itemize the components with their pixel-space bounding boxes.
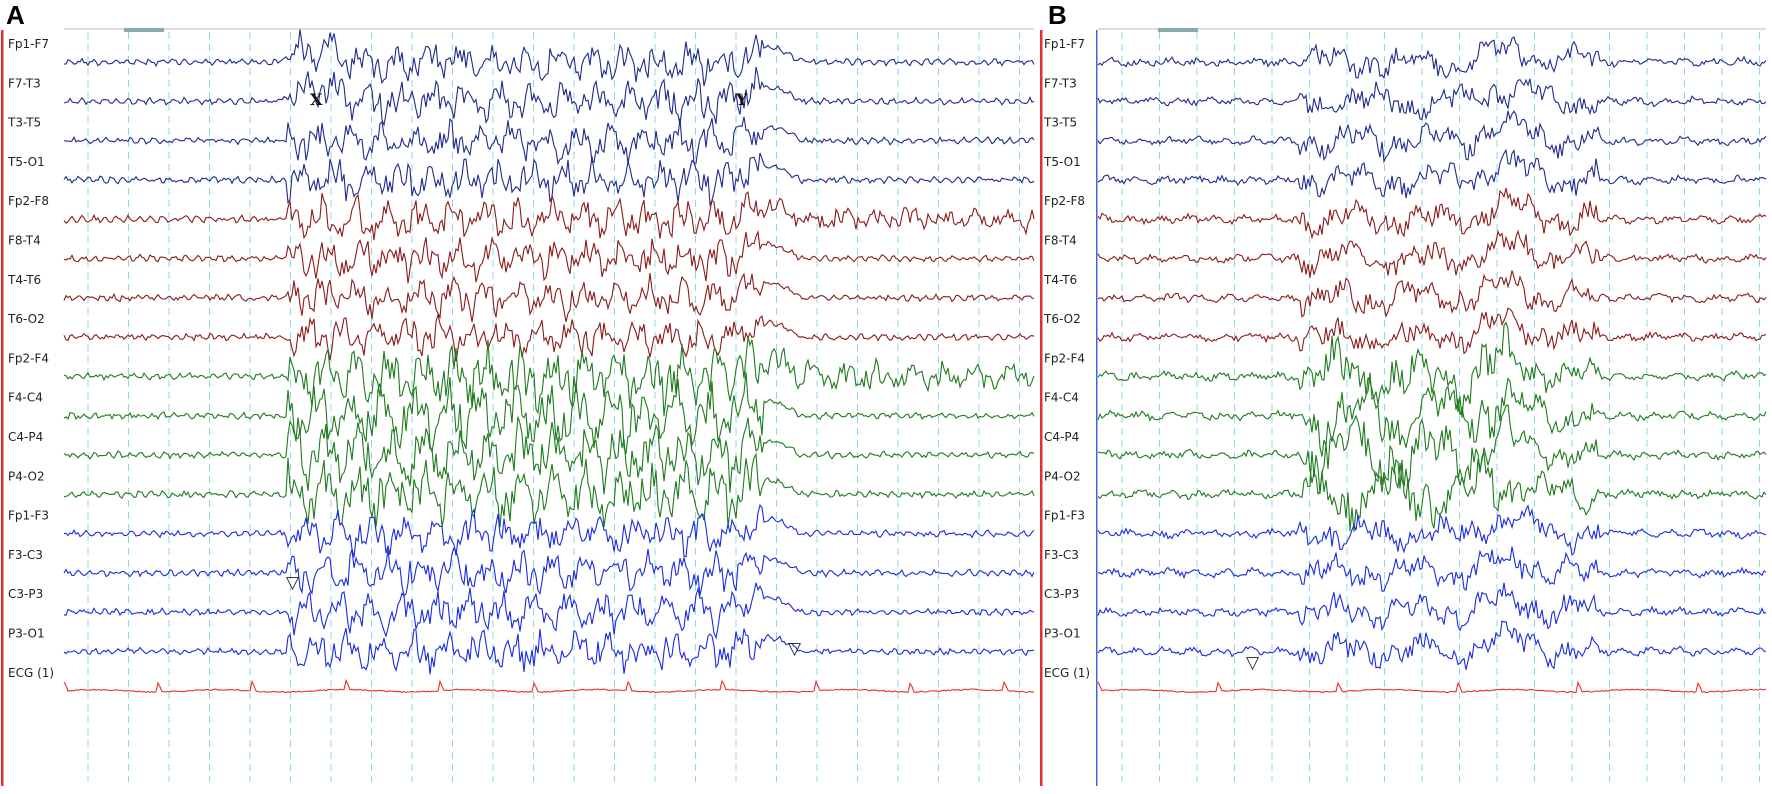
eeg-trace — [1097, 321, 1767, 418]
eeg-trace — [63, 678, 1035, 694]
eeg-trace — [63, 452, 1035, 528]
eeg-trace — [1097, 582, 1767, 632]
eeg-trace — [63, 627, 1035, 675]
eeg-trace — [1097, 110, 1767, 164]
channel-label: T5-O1 — [1043, 155, 1081, 169]
channel-label: Fp2-F8 — [8, 194, 49, 208]
panel-inner-border — [1096, 30, 1098, 786]
eeg-trace — [63, 547, 1035, 597]
channel-label: T5-O1 — [7, 155, 45, 169]
channel-label: C3-P3 — [1044, 587, 1079, 601]
channel-label: ECG (1) — [8, 666, 54, 680]
channel-label: P3-O1 — [1044, 627, 1081, 641]
channel-label: F3-C3 — [8, 548, 43, 562]
eeg-trace — [63, 152, 1035, 207]
channel-label: Fp2-F8 — [1044, 194, 1085, 208]
channel-label: F8-T4 — [8, 234, 41, 248]
eeg-traces-b: Fp1-F7 F7-T3 T3-T5 T5-O1 Fp2-F8 F8-T4 T4-T6 T6-… — [1040, 28, 1767, 786]
channel-label: C4-P4 — [8, 430, 43, 444]
eeg-trace — [63, 312, 1035, 362]
eeg-trace — [63, 371, 1035, 454]
channel-label: C3-P3 — [8, 587, 43, 601]
channel-label: Fp1-F3 — [8, 509, 49, 523]
channel-label: ECG (1) — [1044, 666, 1090, 680]
channel-label: Fp1-F3 — [1044, 509, 1085, 523]
channel-label: C4-P4 — [1044, 430, 1079, 444]
channel-label: T3-T5 — [7, 116, 41, 130]
panel-b-letter: B — [1048, 0, 1067, 30]
eeg-trace — [1097, 148, 1767, 199]
eeg-trace — [63, 416, 1035, 495]
eeg-trace — [1097, 270, 1767, 319]
eeg-panel-a: Fp1-F7 F7-T3 T3-T5 T5-O1 Fp2-F8 F8-T4 T4-T6 T6-… — [0, 28, 1040, 794]
channel-label: T4-T6 — [7, 273, 41, 287]
eeg-trace — [1097, 680, 1767, 694]
channel-label: Fp2-F4 — [8, 351, 49, 365]
eeg-trace — [63, 66, 1035, 127]
channel-label: T6-O2 — [1043, 312, 1081, 326]
eeg-trace — [1097, 187, 1767, 240]
channel-label: F4-C4 — [8, 391, 43, 405]
eeg-trace — [1097, 78, 1767, 121]
channel-label: F4-C4 — [1044, 391, 1079, 405]
eeg-trace — [1097, 36, 1767, 80]
channel-label: F7-T3 — [8, 76, 41, 90]
eeg-trace — [63, 582, 1035, 640]
eeg-trace — [1097, 620, 1767, 670]
eeg-trace — [1097, 307, 1767, 355]
eeg-trace — [63, 336, 1035, 417]
gridlines — [1121, 32, 1760, 782]
marker-x: X — [310, 90, 323, 109]
channel-label: T4-T6 — [1043, 273, 1077, 287]
channel-label: P4-O2 — [8, 469, 45, 483]
eeg-trace — [63, 116, 1035, 166]
eeg-trace — [1097, 377, 1767, 457]
eeg-trace — [1097, 504, 1767, 557]
channel-label: F7-T3 — [1044, 76, 1077, 90]
eeg-panel-b: Fp1-F7 F7-T3 T3-T5 T5-O1 Fp2-F8 F8-T4 T4-T6 T6-… — [1040, 28, 1772, 794]
eeg-traces-a: Fp1-F7 F7-T3 T3-T5 T5-O1 Fp2-F8 F8-T4 T4-T6 T6-… — [1, 28, 1035, 786]
channel-label: P3-O1 — [8, 627, 45, 641]
channel-label: F3-C3 — [1044, 548, 1079, 562]
marker-y: Y — [735, 90, 748, 109]
arrowhead-marker: ▽ — [286, 573, 300, 593]
ruler-mark — [1158, 28, 1198, 32]
eeg-trace — [63, 272, 1035, 323]
channel-label: Fp2-F4 — [1044, 351, 1085, 365]
channel-label: T6-O2 — [7, 312, 45, 326]
eeg-trace — [1097, 450, 1767, 532]
arrowhead-marker: ▽ — [788, 639, 802, 659]
panel-border — [1040, 30, 1043, 786]
eeg-trace — [63, 191, 1035, 241]
channel-label: F8-T4 — [1044, 234, 1077, 248]
arrowhead-marker: ▽ — [1246, 653, 1260, 673]
ruler-mark — [124, 28, 164, 32]
eeg-trace — [1097, 404, 1767, 496]
eeg-trace — [1097, 229, 1767, 278]
eeg-trace — [1097, 546, 1767, 592]
eeg-trace — [63, 229, 1035, 284]
panel-a-letter: A — [6, 0, 25, 30]
eeg-trace — [64, 504, 1035, 558]
eeg-trace — [63, 29, 1035, 87]
channel-label: T3-T5 — [1043, 116, 1077, 130]
channel-label: Fp1-F7 — [8, 37, 49, 51]
panel-border — [1, 30, 4, 786]
channel-label: P4-O2 — [1044, 469, 1081, 483]
channel-label: Fp1-F7 — [1044, 37, 1085, 51]
